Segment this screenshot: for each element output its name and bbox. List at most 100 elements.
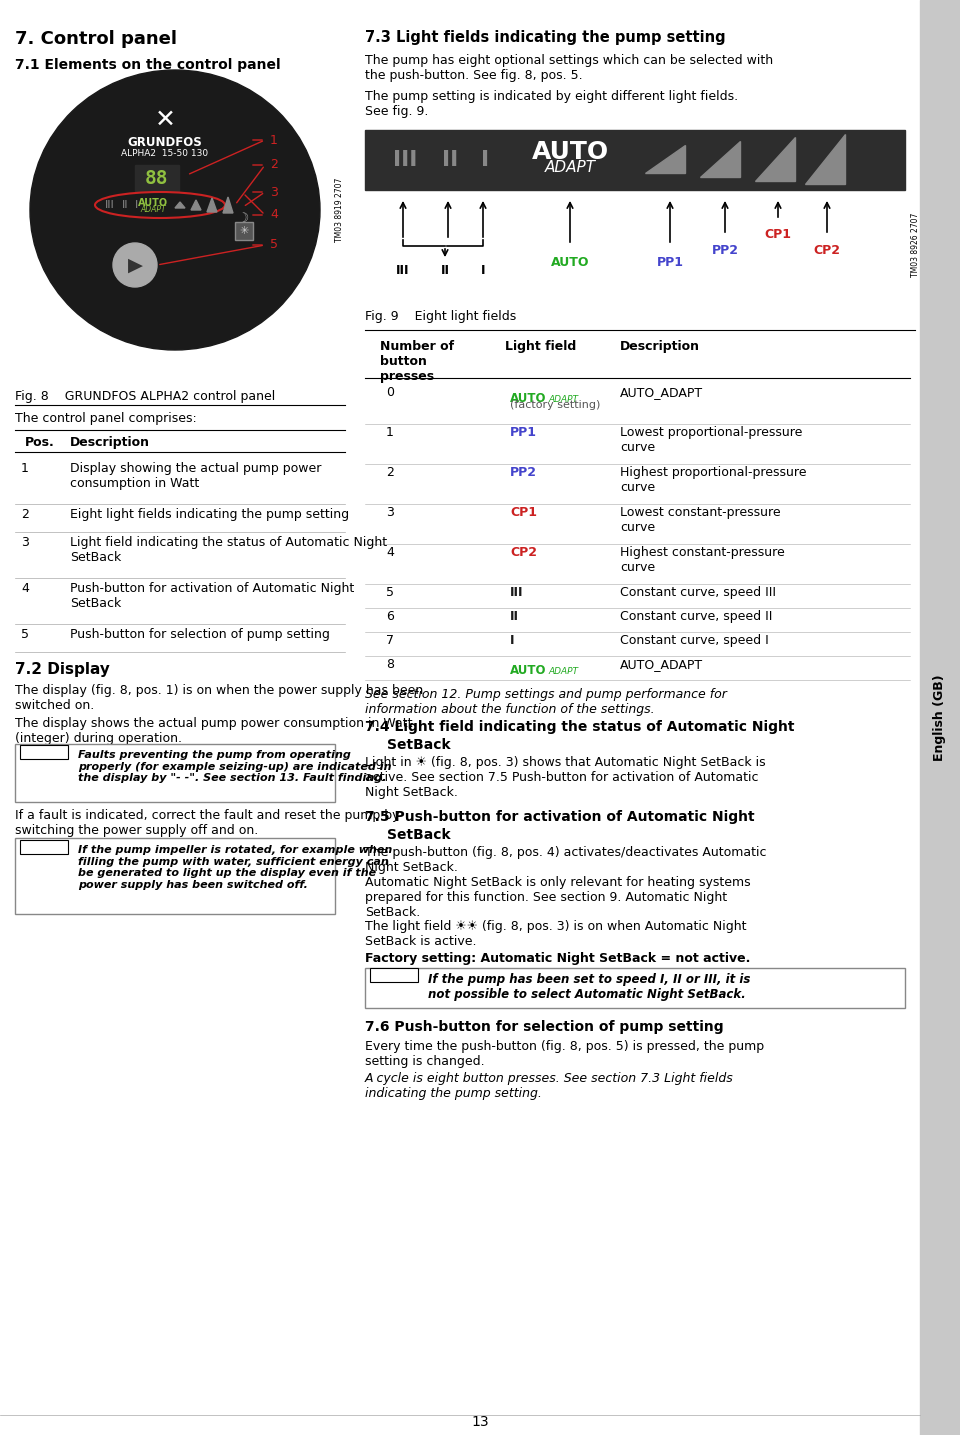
Text: 1: 1 <box>386 426 394 439</box>
Text: (factory setting): (factory setting) <box>510 400 600 410</box>
Text: 7.5 Push-button for activation of Automatic Night: 7.5 Push-button for activation of Automa… <box>365 809 755 824</box>
Text: Light in ☀ (fig. 8, pos. 3) shows that Automatic Night SetBack is
active. See se: Light in ☀ (fig. 8, pos. 3) shows that A… <box>365 756 766 799</box>
Text: Faults preventing the pump from operating
properly (for example seizing-up) are : Faults preventing the pump from operatin… <box>78 751 392 784</box>
Text: ALPHA2  15-50 130: ALPHA2 15-50 130 <box>121 148 208 158</box>
Text: ADAPT: ADAPT <box>548 395 578 405</box>
Polygon shape <box>700 141 740 177</box>
Text: 2: 2 <box>21 508 29 521</box>
Text: Push-button for selection of pump setting: Push-button for selection of pump settin… <box>70 629 330 641</box>
Text: 7.6 Push-button for selection of pump setting: 7.6 Push-button for selection of pump se… <box>365 1020 724 1035</box>
Text: SetBack: SetBack <box>387 738 450 752</box>
Text: 7.2 Display: 7.2 Display <box>15 662 109 677</box>
Text: 5: 5 <box>386 585 394 598</box>
Text: AUTO: AUTO <box>510 664 546 677</box>
Text: Description: Description <box>70 436 150 449</box>
Bar <box>370 969 418 982</box>
Bar <box>365 131 905 189</box>
Text: I: I <box>481 264 485 277</box>
Bar <box>20 839 68 854</box>
Text: CP1: CP1 <box>510 507 537 519</box>
Text: ✕: ✕ <box>155 108 176 132</box>
Text: CP1: CP1 <box>764 228 791 241</box>
Text: II: II <box>441 264 449 277</box>
Text: Highest constant-pressure
curve: Highest constant-pressure curve <box>620 545 784 574</box>
Text: 7. Control panel: 7. Control panel <box>15 30 177 47</box>
Text: 4: 4 <box>270 208 277 221</box>
Text: Highest proportional-pressure
curve: Highest proportional-pressure curve <box>620 466 806 494</box>
Text: 3: 3 <box>21 537 29 550</box>
Ellipse shape <box>30 70 320 350</box>
Text: Fig. 8    GRUNDFOS ALPHA2 control panel: Fig. 8 GRUNDFOS ALPHA2 control panel <box>15 390 276 403</box>
Text: AUTO: AUTO <box>551 255 589 268</box>
Text: 1: 1 <box>270 133 277 146</box>
Text: PP2: PP2 <box>711 244 738 257</box>
Text: 7.4 Light field indicating the status of Automatic Night: 7.4 Light field indicating the status of… <box>365 720 795 733</box>
Text: PP1: PP1 <box>510 426 537 439</box>
Text: Display showing the actual pump power
consumption in Watt: Display showing the actual pump power co… <box>70 462 322 489</box>
Text: I: I <box>481 151 489 169</box>
Text: 6: 6 <box>386 610 394 623</box>
Text: ✳: ✳ <box>239 225 249 235</box>
Text: Note: Note <box>32 845 59 855</box>
Text: Constant curve, speed I: Constant curve, speed I <box>620 634 769 647</box>
Text: If the pump impeller is rotated, for example when
filling the pump with water, s: If the pump impeller is rotated, for exa… <box>78 845 393 890</box>
Text: See section 12. Pump settings and pump performance for
information about the fun: See section 12. Pump settings and pump p… <box>365 687 727 716</box>
Text: If a fault is indicated, correct the fault and reset the pump by
switching the p: If a fault is indicated, correct the fau… <box>15 809 399 837</box>
Text: SetBack: SetBack <box>387 828 450 842</box>
Text: CP2: CP2 <box>510 545 537 560</box>
Text: II: II <box>122 199 129 210</box>
Text: Factory setting: Automatic Night SetBack = not active.: Factory setting: Automatic Night SetBack… <box>365 951 751 964</box>
Polygon shape <box>805 133 845 184</box>
Bar <box>20 745 68 759</box>
Polygon shape <box>223 197 233 212</box>
Text: Pos.: Pos. <box>25 436 55 449</box>
Text: AUTO_ADAPT: AUTO_ADAPT <box>620 659 703 672</box>
Text: Automatic Night SetBack is only relevant for heating systems
prepared for this f: Automatic Night SetBack is only relevant… <box>365 875 751 918</box>
Circle shape <box>113 243 157 287</box>
Bar <box>920 0 960 1435</box>
Text: III: III <box>106 199 115 210</box>
Text: Eight light fields indicating the pump setting: Eight light fields indicating the pump s… <box>70 508 349 521</box>
Text: Constant curve, speed II: Constant curve, speed II <box>620 610 773 623</box>
Text: ☽: ☽ <box>237 211 249 224</box>
Text: Push-button for activation of Automatic Night
SetBack: Push-button for activation of Automatic … <box>70 583 354 610</box>
Text: 4: 4 <box>386 545 394 560</box>
Text: AUTO: AUTO <box>510 392 546 405</box>
Text: Every time the push-button (fig. 8, pos. 5) is pressed, the pump
setting is chan: Every time the push-button (fig. 8, pos.… <box>365 1040 764 1068</box>
Text: III: III <box>510 585 523 598</box>
Text: TM03 8919 2707: TM03 8919 2707 <box>335 178 345 243</box>
Text: ADAPT: ADAPT <box>140 205 166 214</box>
Text: Number of
button
presses: Number of button presses <box>380 340 454 383</box>
Text: Lowest proportional-pressure
curve: Lowest proportional-pressure curve <box>620 426 803 453</box>
Text: The pump setting is indicated by eight different light fields.
See fig. 9.: The pump setting is indicated by eight d… <box>365 90 738 118</box>
Text: Fig. 9    Eight light fields: Fig. 9 Eight light fields <box>365 310 516 323</box>
Text: 7: 7 <box>386 634 394 647</box>
Text: II: II <box>442 151 458 169</box>
Text: The display shows the actual pump power consumption in Watt
(integer) during ope: The display shows the actual pump power … <box>15 718 413 745</box>
Text: CP2: CP2 <box>813 244 841 257</box>
Text: The display (fig. 8, pos. 1) is on when the power supply has been
switched on.: The display (fig. 8, pos. 1) is on when … <box>15 684 423 712</box>
Text: 8: 8 <box>386 659 394 672</box>
Text: Constant curve, speed III: Constant curve, speed III <box>620 585 776 598</box>
Text: 5: 5 <box>21 629 29 641</box>
Text: ▶: ▶ <box>128 255 142 274</box>
Text: AUTO: AUTO <box>532 141 609 164</box>
Text: 13: 13 <box>471 1415 489 1429</box>
Text: The pump has eight optional settings which can be selected with
the push-button.: The pump has eight optional settings whi… <box>365 55 773 82</box>
Text: 5: 5 <box>270 238 278 251</box>
Text: Light field: Light field <box>505 340 576 353</box>
Bar <box>135 165 179 191</box>
Text: English (GB): English (GB) <box>933 674 947 761</box>
Text: III: III <box>393 151 418 169</box>
Bar <box>235 222 253 240</box>
Polygon shape <box>175 202 185 208</box>
Text: I: I <box>510 634 515 647</box>
Text: ADAPT: ADAPT <box>544 161 595 175</box>
Bar <box>365 969 905 1007</box>
Text: 7.1 Elements on the control panel: 7.1 Elements on the control panel <box>15 57 280 72</box>
Text: Light field indicating the status of Automatic Night
SetBack: Light field indicating the status of Aut… <box>70 537 387 564</box>
Text: 1: 1 <box>21 462 29 475</box>
Text: PP1: PP1 <box>657 255 684 268</box>
Text: GRUNDFOS: GRUNDFOS <box>128 135 203 148</box>
Text: II: II <box>510 610 519 623</box>
